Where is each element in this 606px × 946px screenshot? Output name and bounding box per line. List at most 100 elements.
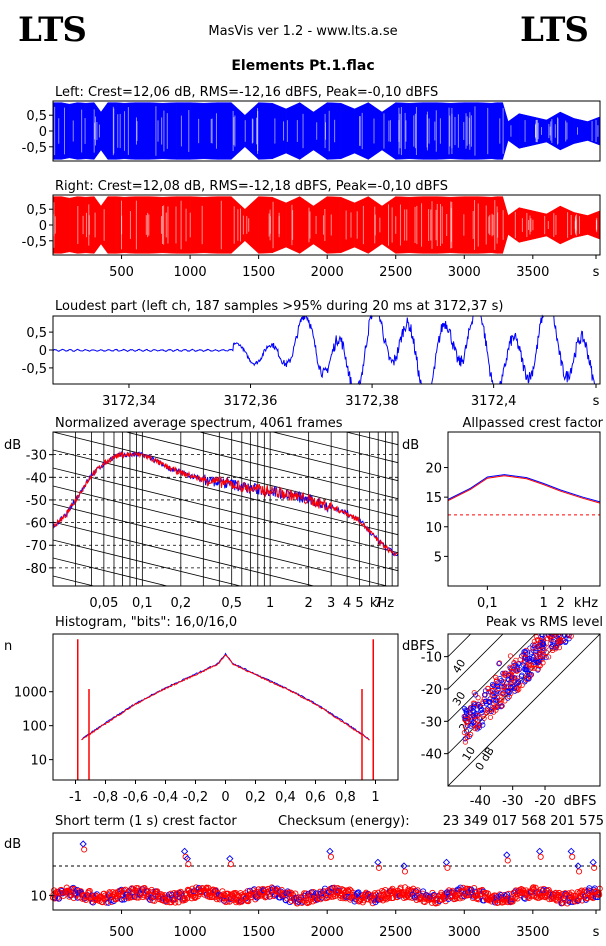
pvr-point [507,653,514,659]
crest-point [208,894,215,901]
x-tick-label: -30 [502,794,523,809]
pvr-point [557,638,564,644]
pvr-point [493,704,499,710]
y-tick-label: 1000 [14,686,47,701]
pvr-point [539,647,546,653]
crest-outlier-right [185,861,192,868]
pvr-point [475,712,481,718]
pvr-point [472,700,478,706]
x-tick-label: 0,6 [305,790,326,805]
envelope-segment [162,196,177,254]
crest-line-label: 40 [450,657,468,676]
crest-outlier-right [375,864,382,871]
crest-point [86,887,93,894]
x-tick-label: 0,1 [477,596,498,611]
plot-frame [52,315,601,385]
x-tick-label: 500 [109,265,134,280]
spectrum-panel: Normalized average spectrum, 4061 frames… [4,416,399,751]
pvr-point [549,644,555,650]
y-tick-label: 0,5 [26,109,47,124]
pvr-point [524,656,530,663]
pvr-point [500,691,506,697]
pvr-point [506,689,512,695]
envelope-segment [477,102,492,160]
file-title: Elements Pt.1.flac [231,58,375,74]
crest-point [114,895,121,902]
pvr-point [476,725,482,731]
crest-point [346,886,353,893]
left_waveform-panel: Left: Crest=12,06 dB, RMS=-12,16 dBFS, P… [22,85,601,162]
short-term-crest-panel: Short term (1 s) crest factor Checksum (e… [4,814,604,940]
crest-outlier-right [401,868,409,875]
x-tick-label: 3 [327,596,335,611]
pvr-point [462,739,469,745]
y-tick-label: 0 [39,219,47,234]
plot-frame [447,431,601,587]
y-tick-label: 10 [30,754,47,769]
plot-frame [447,633,601,787]
x-tick-label: 3500 [516,265,549,280]
crest-point [496,891,503,898]
pvr-point [516,679,522,685]
envelope-segment [217,196,232,254]
crest-point [562,890,569,897]
envelope-segment [532,116,547,146]
x-tick-label: 0,2 [245,790,266,805]
crest-outlier-right [537,853,544,860]
x-tick-label: 500 [109,925,134,940]
x-tick-label: -0,4 [153,790,178,805]
pvr-point [524,667,530,673]
crest-point [64,887,71,894]
x-tick-label: 4 [343,596,351,611]
crest-outlier-right [227,861,234,868]
pvr-point [517,657,523,663]
y-tick-label: -30 [26,449,47,464]
pvr-point [555,634,561,638]
crest-point [369,900,376,907]
envelope-segment [340,196,355,254]
pvr-point [554,643,560,649]
spectrum-slope-line [53,630,398,715]
crest-outlier-left [503,851,511,859]
envelope-segment [587,210,601,240]
plot-frame [52,832,601,911]
x-tick-label: 2 [556,596,564,611]
y-tick-label: -50 [26,494,47,509]
envelope-segment [77,196,87,254]
x-tick-label: 3172,36 [224,394,278,409]
x-tick-label: 2500 [379,265,412,280]
x-tick-label: s [593,265,600,280]
envelope-segment [217,102,232,160]
pvr-point [566,634,572,638]
checksum-value: 23 349 017 568 201 575 [443,814,604,829]
panel-title: Right: Crest=12,08 dB, RMS=-12,18 dBFS, … [55,179,448,194]
x-tick-label: 0,05 [89,596,118,611]
envelope-segment [107,196,117,254]
crest-outlier-left [180,847,189,855]
panel-title: Peak vs RMS level [486,615,603,630]
envelope-segment [60,102,70,160]
pvr-point [468,731,474,737]
y-axis-label: dB [4,438,21,453]
envelope-segment [176,196,191,254]
crest-point [303,899,310,906]
pvr-point [527,655,533,662]
x-tick-label: -0,2 [183,790,208,805]
spectrum-slope-line [53,666,398,751]
crest-point [397,884,404,891]
crest-diagonal [448,634,472,658]
crest-diagonal [448,634,569,755]
pvr-point [464,734,470,740]
pvr-point [462,724,469,730]
x-tick-label: 0 [221,790,229,805]
envelope-segment [135,196,150,254]
spectrum-slope-line [53,467,398,554]
pvr-point [540,634,546,638]
y-tick-label: -30 [421,715,442,730]
pvr-point [504,683,510,689]
pvr-point [491,709,497,715]
pvr-point [472,692,479,698]
pvr-point [525,670,531,676]
envelope-segment [299,196,314,254]
